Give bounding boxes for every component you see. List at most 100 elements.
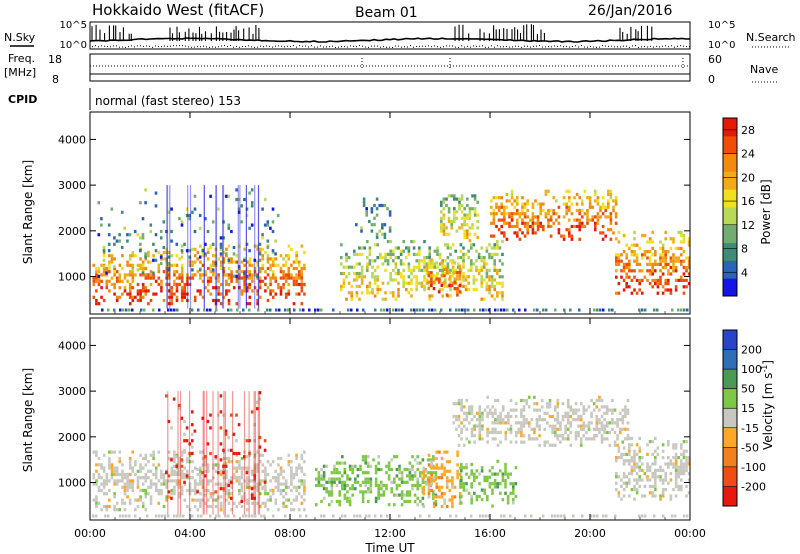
echo-cell: [134, 508, 137, 512]
echo-cell: [322, 487, 326, 491]
echo-cell: [408, 477, 412, 481]
echo-cell: [134, 273, 137, 277]
echo-cell: [317, 308, 320, 312]
echo-cell: [282, 469, 285, 473]
echo-cell: [322, 483, 326, 488]
nsearch-point: [653, 46, 654, 48]
echo-cell: [507, 414, 510, 419]
echo-cell: [672, 262, 675, 266]
echo-cell: [654, 262, 657, 266]
echo-cell: [529, 218, 532, 222]
echo-cell: [493, 259, 496, 263]
echo-cell: [375, 235, 379, 240]
echo-cell: [292, 476, 296, 480]
echo-cell: [451, 485, 454, 489]
echo-cell: [432, 493, 435, 497]
echo-cell: [102, 273, 106, 277]
echo-cell: [591, 218, 594, 222]
echo-cell: [269, 276, 272, 280]
echo-cell: [578, 218, 581, 222]
echo-cell: [464, 284, 468, 288]
echo-cell: [591, 205, 594, 209]
echo-cell: [501, 262, 504, 266]
echo-cell: [496, 421, 500, 425]
echo-cell: [546, 421, 549, 425]
echo-cell: [217, 257, 220, 261]
echo-cell: [630, 468, 634, 472]
echo-cell: [128, 514, 131, 518]
echo-cell: [535, 421, 539, 425]
echo-cell: [287, 498, 291, 502]
echo-cell: [458, 277, 462, 281]
echo-cell: [449, 246, 452, 250]
echo-cell: [343, 493, 347, 497]
echo-cell: [622, 488, 626, 492]
echo-cell: [438, 476, 441, 480]
echo-cell: [687, 272, 691, 276]
echo-cell: [139, 469, 142, 473]
echo-cell: [295, 469, 298, 473]
echo-cell: [398, 464, 401, 468]
nsearch-point: [554, 45, 555, 47]
echo-cell: [386, 240, 390, 244]
echo-cell: [674, 494, 678, 498]
echo-cell: [527, 434, 531, 438]
echo-cell: [617, 491, 621, 495]
nsearch-point: [374, 45, 375, 47]
echo-cell: [347, 308, 350, 312]
power-colorbar-label: Power [dB]: [759, 179, 773, 244]
echo-cell: [667, 456, 670, 460]
echo-cell: [121, 479, 124, 483]
echo-cell: [258, 460, 262, 464]
echo-cell: [222, 295, 226, 299]
echo-cell: [214, 456, 218, 461]
echo-cell: [687, 491, 691, 495]
echo-cell: [264, 250, 267, 255]
echo-cell: [674, 266, 678, 270]
echo-cell: [128, 289, 132, 293]
echo-cell: [397, 294, 400, 298]
echo-cell: [266, 273, 270, 277]
echo-cell: [547, 189, 550, 193]
echo-cell: [97, 274, 101, 278]
echo-cell: [95, 479, 98, 483]
nsearch-label: N.Search: [746, 31, 796, 44]
echo-cell: [154, 191, 158, 195]
echo-cell: [434, 503, 438, 507]
echo-cell: [118, 479, 122, 483]
echo-cell: [509, 398, 513, 403]
echo-cell: [543, 418, 547, 422]
echo-cell: [526, 199, 529, 203]
echo-cell: [612, 205, 615, 209]
echo-cell: [480, 278, 483, 282]
echo-cell: [617, 282, 621, 286]
echo-cell: [562, 196, 566, 200]
echo-cell: [470, 430, 474, 435]
echo-streak: [166, 185, 168, 309]
echo-cell: [147, 469, 150, 473]
echo-cell: [440, 463, 444, 467]
echo-cell: [178, 495, 181, 499]
echo-cell: [460, 501, 463, 505]
echo-cell: [594, 228, 597, 232]
echo-cell: [592, 402, 596, 406]
echo-cell: [113, 450, 116, 454]
echo-cell: [614, 202, 618, 206]
echo-cell: [561, 402, 565, 406]
nsearch-point: [305, 45, 306, 47]
echo-cell: [199, 289, 202, 293]
echo-cell: [400, 480, 404, 484]
echo-cell: [209, 426, 212, 430]
echo-cell: [374, 308, 377, 312]
colorbar-segment: [723, 486, 737, 507]
echo-cell: [449, 275, 452, 279]
echo-cell: [136, 292, 140, 296]
echo-cell: [258, 279, 262, 283]
echo-cell: [274, 501, 278, 505]
echo-cell: [485, 281, 489, 285]
echo-cell: [238, 466, 241, 470]
echo-cell: [423, 256, 426, 260]
echo-cell: [253, 474, 256, 478]
echo-cell: [315, 477, 318, 481]
echo-cell: [682, 237, 686, 241]
